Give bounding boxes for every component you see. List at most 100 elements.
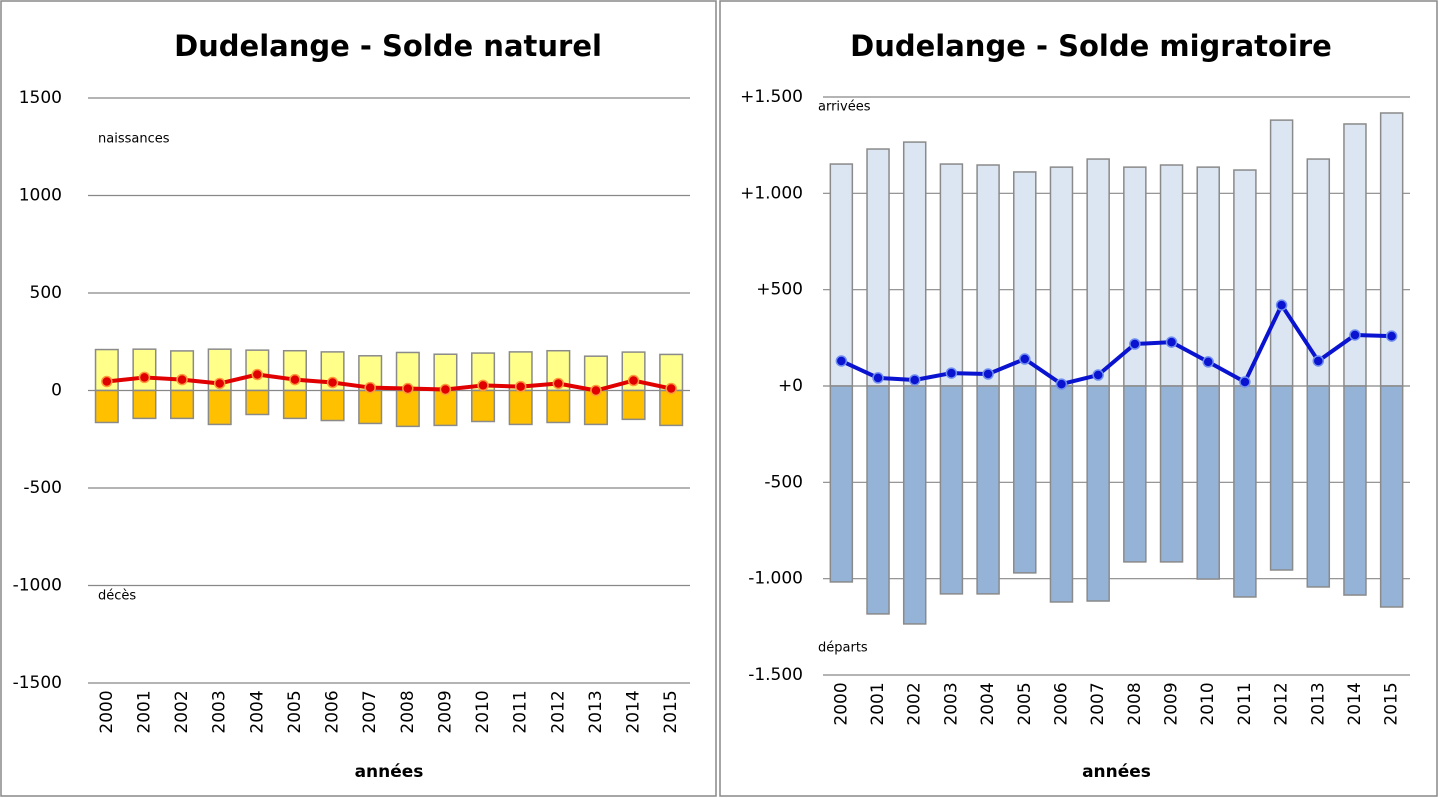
panel-frame (0, 0, 717, 797)
bar (282, 389, 307, 420)
bar (621, 389, 646, 421)
bar (902, 141, 927, 387)
marker (665, 382, 677, 395)
bar (866, 148, 890, 387)
x-tick-label: 2004 (247, 690, 267, 733)
bar (1379, 112, 1404, 387)
x-tick-label: 2009 (1162, 682, 1182, 725)
y-tick-label: -500 (764, 472, 803, 492)
marker (251, 368, 264, 381)
bar (1233, 385, 1257, 598)
y-tick-label: 1500 (19, 88, 62, 108)
y-tick-label: -1000 (13, 576, 62, 596)
annotation: naissances (98, 132, 170, 147)
bar (471, 389, 496, 423)
x-tick-label: 2012 (1272, 682, 1292, 725)
chart-right: Dudelange - Solde migratoire +1.500 +1.000… (719, 0, 1438, 797)
y-tick-label: 0 (51, 381, 62, 401)
x-tick-label: 2006 (323, 690, 343, 733)
bar (132, 389, 157, 420)
bar (1196, 166, 1220, 387)
x-tick-label: 2014 (1345, 682, 1365, 725)
x-tick-label: 2011 (511, 690, 531, 733)
bar (170, 389, 195, 420)
bar (1013, 385, 1037, 574)
bar (1233, 169, 1257, 387)
marker (514, 380, 527, 393)
x-axis-label: années (1082, 762, 1151, 782)
bar (976, 164, 1000, 387)
x-tick-label: 2009 (435, 690, 455, 733)
bar (1269, 119, 1294, 387)
marker (552, 377, 565, 390)
bar (508, 389, 533, 426)
marker (945, 367, 958, 379)
y-tick-label: -1.500 (748, 665, 803, 685)
marker (872, 372, 884, 384)
bar (939, 163, 964, 387)
bar (546, 389, 571, 424)
x-tick-label: 2007 (360, 690, 380, 733)
x-tick-label: 2002 (905, 682, 925, 725)
x-tick-label: 2011 (1235, 682, 1255, 725)
x-tick-label: 2013 (586, 690, 606, 733)
y-tick-label: +1.000 (740, 183, 803, 203)
bar (1049, 166, 1074, 387)
y-tick-label: 1000 (19, 186, 62, 206)
marker (1165, 336, 1178, 348)
y-tick-label: +0 (778, 376, 803, 396)
bar (866, 385, 890, 615)
bar (1086, 385, 1110, 602)
bar (245, 389, 270, 416)
x-tick-label: 2014 (624, 690, 644, 733)
marker (402, 382, 414, 395)
marker (1055, 378, 1068, 390)
y-tick-label: -500 (23, 478, 62, 498)
bar (1159, 385, 1184, 563)
x-axis-label: années (355, 762, 424, 782)
marker (1202, 356, 1214, 368)
marker (176, 373, 188, 386)
x-tick-label: 2005 (285, 690, 305, 733)
bar (395, 389, 420, 428)
y-tick-label: -1.000 (748, 569, 803, 589)
marker (590, 384, 602, 397)
bar (1379, 385, 1404, 608)
marker (364, 381, 376, 394)
marker (326, 376, 339, 389)
line (106, 372, 672, 393)
bar (433, 389, 458, 427)
x-tick-label: 2013 (1308, 682, 1328, 725)
x-tick-label: 2015 (1382, 682, 1402, 725)
bar (1086, 158, 1110, 387)
bar (1343, 385, 1367, 596)
x-tick-label: 2010 (1198, 682, 1218, 725)
x-tick-label: 2010 (473, 690, 493, 733)
x-tick-label: 2002 (172, 690, 192, 733)
y-tick-label: 500 (30, 283, 62, 303)
bar (1196, 385, 1220, 580)
annotation: départs (818, 641, 868, 656)
marker (982, 368, 994, 380)
x-tick-label: 2005 (1015, 682, 1035, 725)
bar (1343, 123, 1367, 387)
marker (1275, 299, 1288, 311)
bar (829, 385, 854, 583)
x-tick-label: 2003 (941, 682, 961, 725)
bar (358, 389, 383, 425)
marker (1129, 338, 1141, 350)
annotation: décès (98, 589, 136, 604)
bar (939, 385, 964, 595)
panel-frame (719, 0, 1438, 797)
annotation: arrivées (818, 100, 871, 115)
marker (1019, 353, 1031, 365)
x-tick-label: 2000 (97, 690, 117, 733)
x-tick-label: 2000 (831, 682, 851, 725)
chart-title: Dudelange - Solde naturel (174, 29, 602, 63)
x-tick-label: 2004 (978, 682, 998, 725)
x-tick-label: 2012 (548, 690, 568, 733)
bar (976, 385, 1000, 595)
marker (289, 373, 301, 386)
y-tick-label: -1500 (13, 673, 62, 693)
